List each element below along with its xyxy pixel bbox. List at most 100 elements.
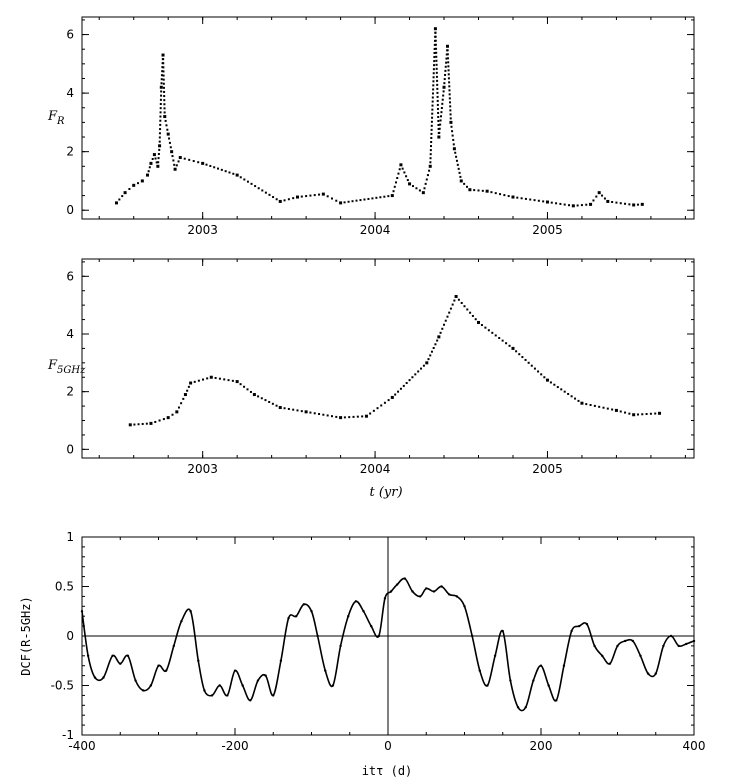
interp-dot: [431, 100, 434, 103]
data-point: [632, 413, 636, 417]
data-point: [152, 153, 156, 157]
interp-dot: [426, 174, 429, 177]
dcf-point: [180, 619, 183, 623]
interp-dot: [649, 412, 652, 415]
dcf-point: [631, 639, 634, 643]
interp-dot: [160, 94, 163, 97]
interp-dot: [162, 62, 165, 65]
interp-dot: [574, 397, 577, 400]
interp-dot: [434, 39, 437, 42]
interp-dot: [431, 112, 434, 115]
dcf-point: [316, 634, 319, 638]
interp-dot: [455, 155, 458, 158]
interp-dot: [433, 56, 436, 59]
interp-dot: [636, 203, 639, 206]
interp-dot: [424, 182, 427, 185]
interp-dot: [209, 164, 212, 167]
interp-dot: [206, 377, 209, 380]
interp-dot: [275, 404, 278, 407]
panel-5ghz: 2003 2004 2005 0 2 4 6 F 5GHz t (yr): [47, 258, 695, 500]
interp-dot: [418, 189, 421, 192]
interp-dot: [429, 161, 432, 164]
interp-dot: [246, 180, 249, 183]
interp-dot: [163, 95, 166, 98]
interp-dot: [232, 172, 235, 175]
interp-dot: [429, 157, 432, 160]
data-point: [304, 410, 308, 414]
interp-dot: [439, 123, 442, 126]
interp-dot: [160, 82, 163, 85]
interp-dot: [446, 315, 449, 318]
interp-dot: [435, 55, 438, 58]
interp-dot: [446, 49, 449, 52]
dcf-point: [172, 644, 175, 648]
dcf-point: [411, 590, 414, 593]
interp-dot: [283, 199, 286, 202]
interp-dot: [309, 194, 312, 197]
interp-dot: [287, 198, 290, 201]
interp-dot: [447, 77, 450, 80]
interp-dot: [399, 387, 402, 390]
x-tick-label: -400: [68, 739, 95, 753]
interp-dot: [160, 78, 163, 81]
interp-dot: [589, 404, 592, 407]
interp-dot: [440, 111, 443, 114]
dcf-point: [389, 590, 393, 593]
dcf-point: [339, 644, 342, 648]
dcf-point: [685, 642, 688, 646]
interp-dot: [628, 203, 631, 206]
interp-dot: [540, 373, 543, 376]
y-tick-label: -0.5: [51, 679, 74, 693]
interp-dot: [155, 161, 158, 164]
interp-dot: [330, 415, 333, 418]
interp-dot: [432, 80, 435, 83]
interp-dot: [175, 164, 178, 167]
interp-dot: [383, 195, 386, 198]
interp-dot: [393, 185, 396, 188]
interp-dot: [438, 127, 441, 130]
dcf-point: [302, 603, 306, 606]
panel-r-band-ylabel: F: [47, 109, 58, 124]
interp-dot: [326, 195, 329, 198]
interp-dot: [537, 199, 540, 202]
interp-dot: [436, 95, 439, 98]
dcf-point: [524, 706, 527, 709]
interp-dot: [264, 399, 267, 402]
interp-dot: [448, 97, 451, 100]
data-point: [132, 183, 136, 187]
interp-dot: [417, 370, 420, 373]
interp-dot: [432, 68, 435, 71]
dcf-point: [516, 706, 520, 709]
interp-dot: [397, 172, 400, 175]
dcf-point: [203, 689, 206, 692]
data-point: [201, 161, 205, 165]
interp-dot: [162, 78, 165, 81]
interp-dot: [355, 199, 358, 202]
interp-dot: [592, 199, 595, 202]
interp-dot: [449, 101, 452, 104]
interp-dot: [187, 385, 190, 388]
dcf-point: [241, 684, 244, 687]
interp-dot: [161, 70, 164, 73]
dcf-point: [448, 593, 451, 596]
interp-dot: [435, 63, 438, 66]
interp-dot: [442, 94, 445, 97]
data-point: [437, 135, 441, 139]
interp-dot: [292, 197, 295, 200]
interp-dot: [434, 343, 437, 346]
interp-dot: [543, 376, 546, 379]
interp-dot: [439, 119, 442, 122]
data-point: [571, 204, 575, 208]
data-point: [459, 179, 463, 183]
data-point: [580, 401, 584, 405]
dcf-point: [463, 605, 466, 608]
interp-dot: [261, 189, 264, 192]
interp-dot: [516, 196, 519, 199]
interp-dot: [448, 81, 451, 84]
interp-dot: [448, 85, 451, 88]
data-point: [511, 346, 515, 350]
interp-dot: [271, 402, 274, 405]
interp-dot: [431, 92, 434, 95]
interp-dot: [527, 361, 530, 364]
